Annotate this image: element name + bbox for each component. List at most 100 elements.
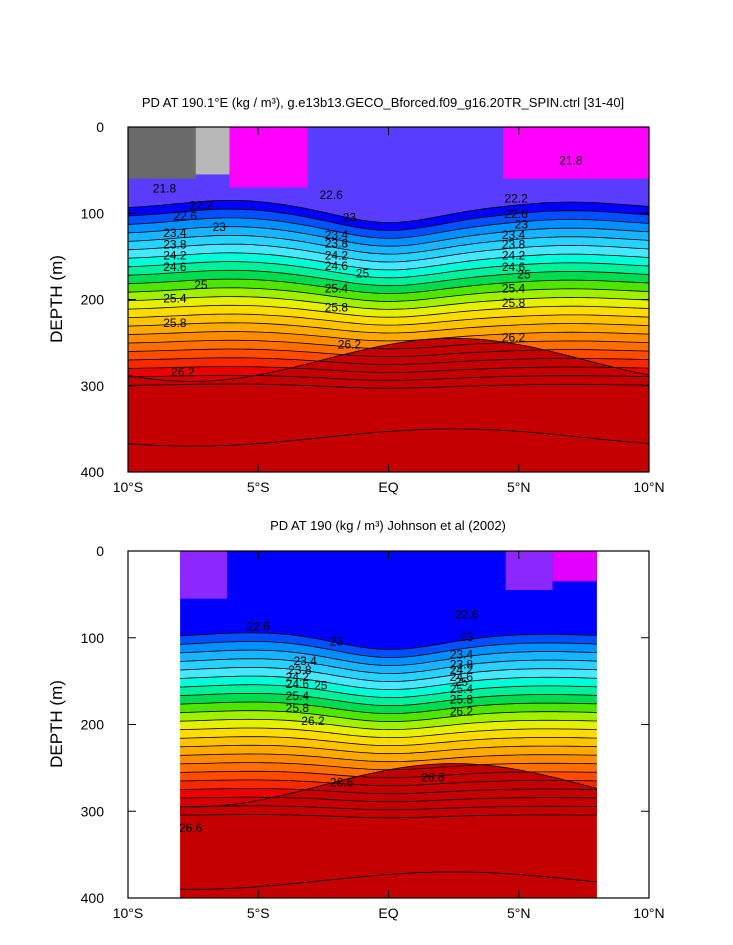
contour-label: 24.6 bbox=[163, 260, 187, 274]
surface-patch bbox=[505, 551, 553, 591]
contour-fills bbox=[180, 551, 597, 898]
y-tick-label: 300 bbox=[81, 803, 105, 819]
contour-label: 24.2 bbox=[163, 249, 187, 263]
contour-label: 25 bbox=[517, 268, 531, 282]
contour-label: 23.8 bbox=[288, 663, 312, 677]
x-tick-label: 5°S bbox=[247, 905, 270, 921]
contour-band bbox=[128, 226, 649, 255]
y-tick-label: 300 bbox=[81, 378, 105, 394]
y-tick-label: 100 bbox=[81, 630, 105, 646]
contour-line bbox=[180, 770, 597, 779]
contour-label: 24.6 bbox=[325, 259, 349, 273]
contour-line bbox=[128, 374, 649, 381]
contour-line bbox=[128, 339, 649, 350]
surface-patch bbox=[229, 127, 308, 188]
contour-line bbox=[180, 736, 597, 746]
contour-label: 25.8 bbox=[163, 316, 187, 330]
y-axis-label: DEPTH (m) bbox=[47, 680, 66, 768]
surface-patch bbox=[503, 127, 649, 179]
surface-patch bbox=[307, 127, 347, 192]
contour-line bbox=[180, 788, 597, 795]
contour-label: 24.6 bbox=[286, 677, 310, 691]
surface-patch bbox=[128, 127, 196, 179]
x-tick-label: 10°N bbox=[633, 905, 664, 921]
contour-line bbox=[180, 718, 597, 730]
contour-line bbox=[128, 357, 649, 366]
contour-band bbox=[128, 428, 649, 472]
contour-label: 25 bbox=[455, 675, 469, 689]
surface-patch bbox=[195, 127, 230, 175]
y-tick-label: 200 bbox=[81, 717, 105, 733]
x-tick-label: 10°S bbox=[113, 479, 144, 495]
contour-band bbox=[180, 693, 597, 714]
contour-line bbox=[128, 269, 649, 287]
contour-line bbox=[180, 744, 597, 755]
contour-label: 25.4 bbox=[502, 281, 526, 295]
contour-band bbox=[128, 296, 649, 318]
surface-patch bbox=[180, 551, 227, 599]
contour-label: 25.8 bbox=[286, 701, 310, 715]
contour-band bbox=[180, 736, 597, 754]
contour-line bbox=[180, 675, 597, 691]
contour-label: 25.8 bbox=[325, 300, 349, 314]
contour-line bbox=[128, 226, 649, 247]
contour-label: 23.8 bbox=[325, 236, 349, 250]
contour-band bbox=[128, 261, 649, 286]
contour-band bbox=[128, 305, 649, 326]
contour-label: 23.4 bbox=[293, 654, 317, 668]
contour-band bbox=[128, 235, 649, 262]
contour-band bbox=[180, 702, 597, 722]
contour-line bbox=[128, 322, 649, 334]
contour-band bbox=[180, 745, 597, 762]
axis-ticks: 10°S 5°S EQ 5°N 10°N 0 100 200 300 400 bbox=[81, 119, 665, 495]
contour-label: 25.4 bbox=[325, 281, 349, 295]
y-tick-label: 400 bbox=[81, 890, 105, 906]
contour-label: 23 bbox=[460, 630, 474, 644]
contour-label: 26.6 bbox=[330, 776, 354, 790]
contour-line bbox=[180, 753, 597, 763]
contour-line bbox=[128, 235, 649, 255]
contour-band bbox=[180, 719, 597, 738]
contour-label: 23.4 bbox=[502, 228, 526, 242]
y-axis-label: DEPTH (m) bbox=[47, 255, 66, 343]
contour-band bbox=[128, 338, 649, 447]
y-tick-label: 0 bbox=[96, 119, 104, 135]
contour-label: 24.6 bbox=[502, 260, 526, 274]
contour-band bbox=[180, 684, 597, 706]
contour-label: 23.8 bbox=[502, 237, 526, 251]
contour-line bbox=[180, 658, 597, 674]
contour-label: 25.4 bbox=[450, 682, 474, 696]
contour-band bbox=[128, 279, 649, 302]
contour-line bbox=[180, 814, 597, 819]
contour-line bbox=[128, 287, 649, 302]
contour-lines bbox=[128, 199, 649, 447]
contour-band bbox=[180, 728, 597, 746]
contour-line bbox=[128, 261, 649, 279]
contour-label: 26.6 bbox=[421, 770, 445, 784]
contour-band bbox=[128, 331, 649, 349]
contour-label: 23.4 bbox=[450, 647, 474, 661]
contour-label: 22.2 bbox=[189, 199, 213, 213]
x-tick-label: 10°N bbox=[633, 479, 664, 495]
y-tick-label: 100 bbox=[81, 205, 105, 221]
contour-label: 22.6 bbox=[247, 620, 271, 634]
contour-fills bbox=[128, 127, 649, 472]
contour-label: 26.2 bbox=[301, 714, 325, 728]
contour-label: 23 bbox=[515, 217, 529, 231]
contour-band bbox=[128, 209, 649, 239]
contour-line bbox=[128, 383, 649, 389]
contour-label: 25 bbox=[314, 679, 328, 693]
contour-band bbox=[128, 322, 649, 341]
contour-band bbox=[180, 872, 597, 898]
observation-panel: PD AT 190 (kg / m³) Johnson et al (2002)… bbox=[47, 518, 665, 921]
contour-line bbox=[128, 278, 649, 295]
contour-line bbox=[128, 304, 649, 318]
contour-band bbox=[128, 270, 649, 294]
contour-band bbox=[180, 676, 597, 698]
contour-band bbox=[128, 200, 649, 231]
